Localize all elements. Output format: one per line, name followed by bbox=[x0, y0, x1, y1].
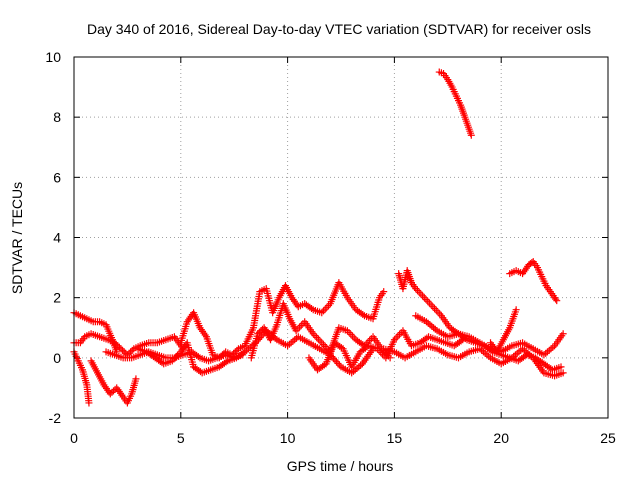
series-arc-17 bbox=[506, 258, 561, 305]
series-arc-14 bbox=[380, 342, 567, 380]
data-point bbox=[217, 352, 225, 360]
y-tick-label: 2 bbox=[53, 290, 61, 306]
x-axis-label: GPS time / hours bbox=[287, 458, 394, 474]
data-point bbox=[128, 346, 136, 354]
data-point bbox=[120, 348, 128, 356]
data-point bbox=[110, 387, 118, 395]
data-point bbox=[231, 348, 239, 356]
x-tick-label: 5 bbox=[177, 430, 185, 446]
data-point bbox=[218, 351, 226, 359]
data-point bbox=[253, 337, 261, 345]
data-point bbox=[85, 399, 93, 407]
series-arc-4 bbox=[87, 357, 140, 407]
chart-title: Day 340 of 2016, Sidereal Day-to-day VTE… bbox=[87, 21, 591, 37]
series-arc-16 bbox=[435, 68, 475, 139]
y-tick-label: 8 bbox=[53, 109, 61, 125]
data-point bbox=[332, 358, 340, 366]
data-point bbox=[258, 332, 266, 340]
data-point bbox=[119, 346, 127, 354]
data-point bbox=[215, 354, 223, 362]
data-point bbox=[230, 349, 238, 357]
data-point bbox=[106, 390, 114, 398]
data-point bbox=[559, 330, 567, 338]
data-point bbox=[256, 334, 264, 342]
x-tick-label: 25 bbox=[600, 430, 616, 446]
data-point bbox=[108, 388, 116, 396]
y-tick-label: 10 bbox=[45, 49, 61, 65]
data-point bbox=[194, 353, 202, 361]
data-point bbox=[359, 341, 367, 349]
data-point bbox=[127, 348, 135, 356]
y-tick-label: 6 bbox=[53, 169, 61, 185]
data-point bbox=[132, 375, 140, 383]
series-arc-8 bbox=[241, 279, 388, 350]
data-point bbox=[359, 311, 367, 319]
data-point bbox=[112, 340, 120, 348]
data-point bbox=[228, 351, 236, 359]
y-axis-label: SDTVAR / TECUs bbox=[9, 182, 25, 294]
data-point bbox=[255, 335, 263, 343]
data-point bbox=[331, 356, 339, 364]
data-point bbox=[553, 297, 561, 305]
data-point bbox=[335, 361, 343, 369]
data-point bbox=[334, 359, 342, 367]
y-tick-label: 0 bbox=[53, 350, 61, 366]
series-arc-15 bbox=[487, 306, 520, 356]
data-point bbox=[252, 339, 260, 347]
data-point bbox=[308, 304, 316, 312]
data-points bbox=[70, 68, 567, 407]
data-point bbox=[329, 354, 337, 362]
x-tick-label: 15 bbox=[387, 430, 403, 446]
data-point bbox=[114, 342, 122, 350]
data-point bbox=[552, 295, 560, 303]
data-point bbox=[512, 306, 520, 314]
y-tick-label: 4 bbox=[53, 230, 61, 246]
data-point bbox=[559, 369, 567, 377]
series-arc-3 bbox=[70, 348, 93, 407]
data-point bbox=[222, 358, 230, 366]
data-point bbox=[233, 346, 241, 354]
y-tick-label: -2 bbox=[49, 410, 62, 426]
x-tick-label: 0 bbox=[70, 430, 78, 446]
x-tick-label: 10 bbox=[280, 430, 296, 446]
data-point bbox=[111, 339, 119, 347]
data-point bbox=[557, 363, 565, 371]
data-point bbox=[467, 131, 475, 139]
data-point bbox=[457, 337, 465, 345]
data-point bbox=[117, 345, 125, 353]
x-tick-label: 20 bbox=[493, 430, 509, 446]
data-point bbox=[380, 288, 388, 296]
plot-frame bbox=[73, 56, 609, 419]
data-point bbox=[259, 330, 267, 338]
axis-ticks: 0 5 10 15 20 25 -2 0 2 4 6 8 10 bbox=[45, 49, 616, 446]
data-point bbox=[115, 343, 123, 351]
